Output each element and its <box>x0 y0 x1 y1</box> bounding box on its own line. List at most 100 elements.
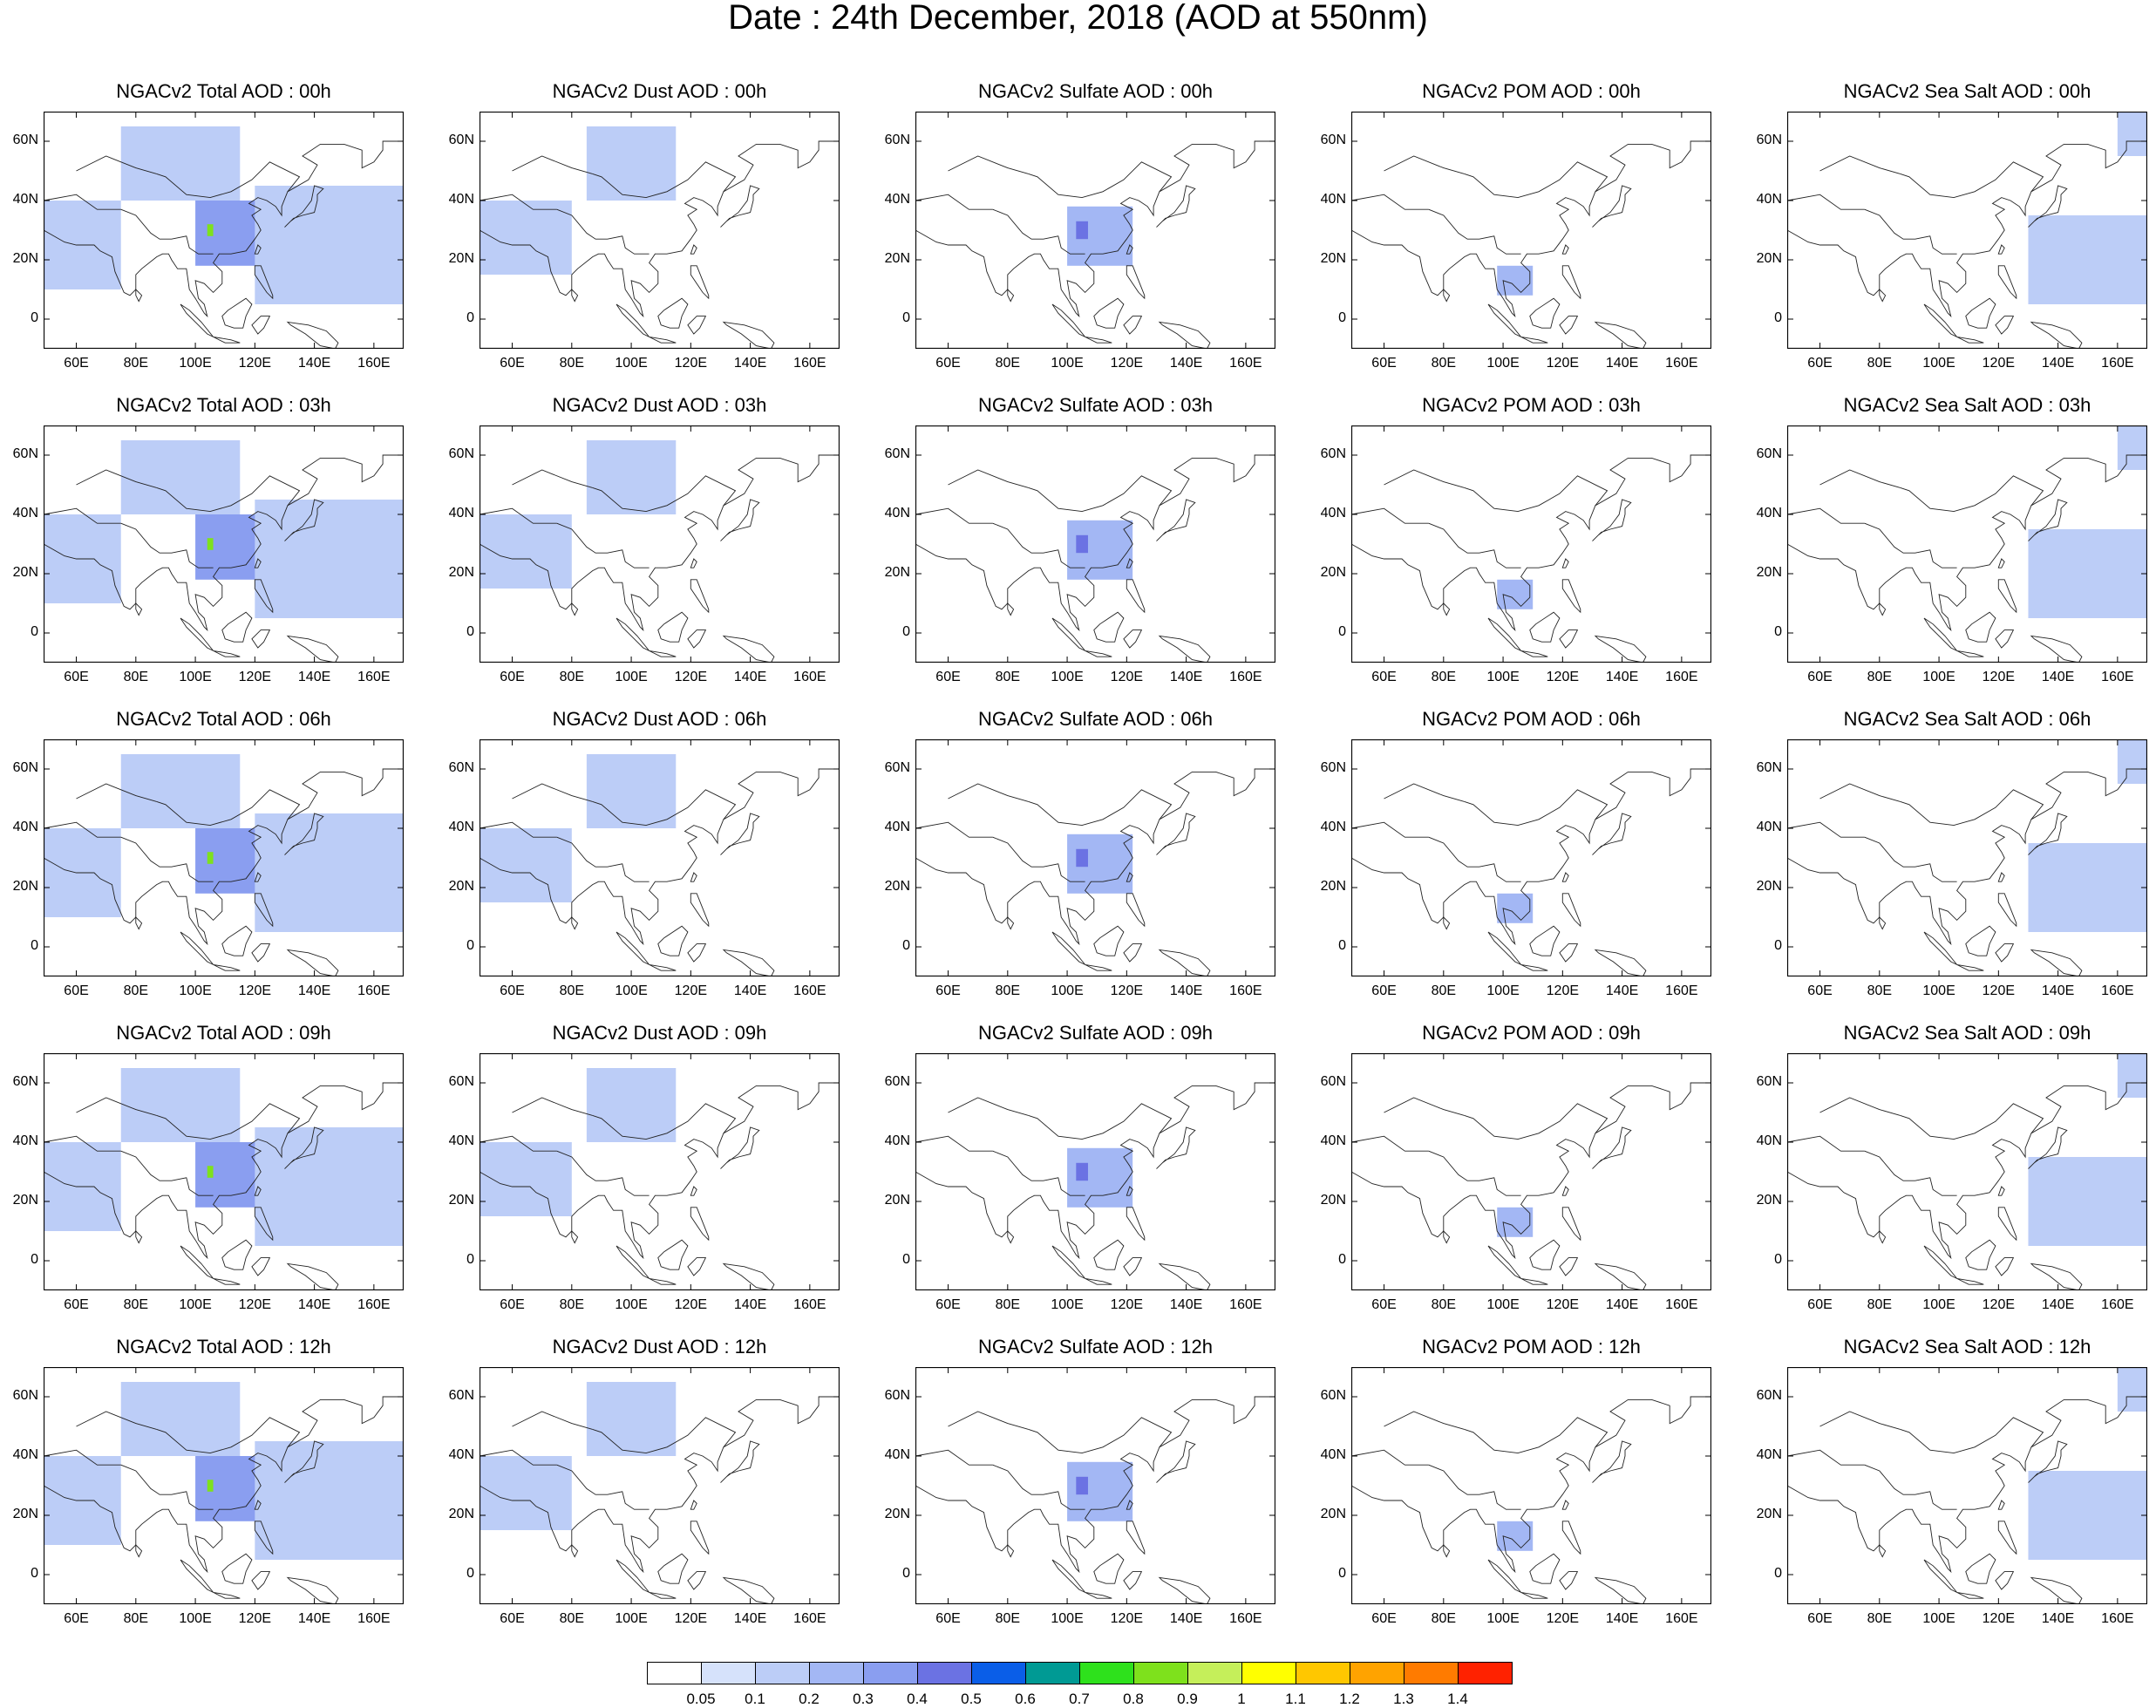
lon-label: 60E <box>64 670 89 684</box>
island-outline <box>1158 1262 1211 1290</box>
map-plot <box>479 112 840 349</box>
island-outline <box>1923 617 1957 651</box>
lon-label: 160E <box>2101 356 2134 371</box>
country-border <box>1351 1449 1429 1466</box>
map-panel: NGACv2 Sulfate AOD : 03h 60N 40N 20N 0 60E 80E… <box>885 391 1275 697</box>
lat-label: 60N <box>448 760 474 775</box>
aod-region <box>1076 221 1088 240</box>
panel-title: NGACv2 Dust AOD : 00h <box>552 80 767 102</box>
island-outline <box>251 943 271 963</box>
aod-region <box>255 500 404 618</box>
country-border <box>120 1150 214 1196</box>
lon-label: 140E <box>733 1297 767 1312</box>
country-border <box>1819 155 1901 174</box>
aod-region <box>120 754 241 828</box>
island-outline <box>1443 602 1451 616</box>
aod-region <box>2028 1157 2147 1246</box>
lat-label: 20N <box>448 251 474 266</box>
country-border <box>76 469 157 488</box>
island-outline <box>1051 303 1085 337</box>
island-outline <box>1126 579 1146 614</box>
lat-label: 60N <box>448 133 474 147</box>
lat-label: 20N <box>448 1507 474 1521</box>
lat-label: 20N <box>1756 1193 1782 1208</box>
country-border <box>1351 1135 1429 1152</box>
island-outline <box>571 288 579 303</box>
lon-label: 80E <box>1431 670 1457 684</box>
island-outline <box>1156 813 1196 855</box>
lon-label: 160E <box>2101 670 2134 684</box>
lat-label: 20N <box>884 565 910 580</box>
island-outline <box>1592 499 1632 541</box>
island-outline <box>1126 1521 1146 1555</box>
aod-region <box>120 126 241 201</box>
lon-label: 60E <box>1371 1297 1397 1312</box>
island-outline <box>690 579 710 614</box>
lon-label: 140E <box>1605 983 1639 998</box>
lat-label: 40N <box>1756 820 1782 834</box>
aod-region <box>1076 534 1088 554</box>
lon-label: 100E <box>1051 670 1084 684</box>
lat-label: 40N <box>884 506 910 521</box>
panel-title: NGACv2 POM AOD : 06h <box>1422 708 1641 730</box>
lon-label: 120E <box>674 983 708 998</box>
island-outline <box>1561 244 1569 255</box>
lon-label: 60E <box>935 356 961 371</box>
island-outline <box>720 1440 760 1483</box>
island-outline <box>1594 321 1647 349</box>
country-border <box>915 821 993 838</box>
map-frame <box>44 739 404 976</box>
island-outline <box>687 943 707 963</box>
lat-label: 40N <box>12 820 38 834</box>
lat-label: 40N <box>1756 1447 1782 1462</box>
lat-label: 40N <box>448 1133 474 1148</box>
lon-label: 140E <box>733 983 767 998</box>
lat-label: 0 <box>1338 1566 1346 1581</box>
island-outline <box>286 321 339 349</box>
lon-label: 160E <box>1229 983 1262 998</box>
colorbar-swatch <box>1458 1662 1513 1684</box>
island-outline <box>1123 1571 1143 1590</box>
island-outline <box>2030 949 2083 976</box>
lat-label: 60N <box>1756 760 1782 775</box>
island-outline <box>1123 1257 1143 1276</box>
lat-label: 20N <box>884 251 910 266</box>
map-panel: NGACv2 Sulfate AOD : 00h 60N 40N 20N 0 60E 80E… <box>885 77 1275 384</box>
aod-region <box>2028 843 2147 932</box>
island-outline <box>1156 1126 1196 1169</box>
country-border <box>479 821 557 838</box>
island-outline <box>1594 1576 1647 1604</box>
island-outline <box>1997 1521 2017 1555</box>
island-outline <box>722 1262 775 1290</box>
aod-region <box>207 1480 214 1492</box>
lon-label: 60E <box>1807 670 1833 684</box>
country-border <box>1384 155 1465 174</box>
lat-label: 20N <box>1756 879 1782 894</box>
colorbar-swatch <box>647 1662 702 1684</box>
map-plot <box>1351 1367 1711 1604</box>
lat-label: 0 <box>466 1566 474 1581</box>
island-outline <box>213 650 241 657</box>
island-outline <box>687 1257 707 1276</box>
island-outline <box>1158 321 1211 349</box>
island-outline <box>1007 915 1015 930</box>
country-border <box>1819 469 1901 488</box>
island-outline <box>284 1440 324 1483</box>
lon-label: 100E <box>1486 1611 1520 1626</box>
map-frame <box>44 112 404 349</box>
country-border <box>1464 789 1608 827</box>
lon-label: 120E <box>1546 356 1580 371</box>
island-outline <box>1158 949 1211 976</box>
lon-label: 60E <box>935 983 961 998</box>
island-outline <box>180 617 214 651</box>
island-outline <box>1995 943 2015 963</box>
country-border <box>76 155 157 174</box>
lon-label: 100E <box>1051 1611 1084 1626</box>
lon-label: 140E <box>1605 670 1639 684</box>
map-frame <box>1787 1367 2147 1604</box>
lon-label: 120E <box>1110 1611 1144 1626</box>
coastline <box>915 1082 1275 1260</box>
lon-label: 160E <box>793 1297 826 1312</box>
lon-label: 60E <box>64 356 89 371</box>
